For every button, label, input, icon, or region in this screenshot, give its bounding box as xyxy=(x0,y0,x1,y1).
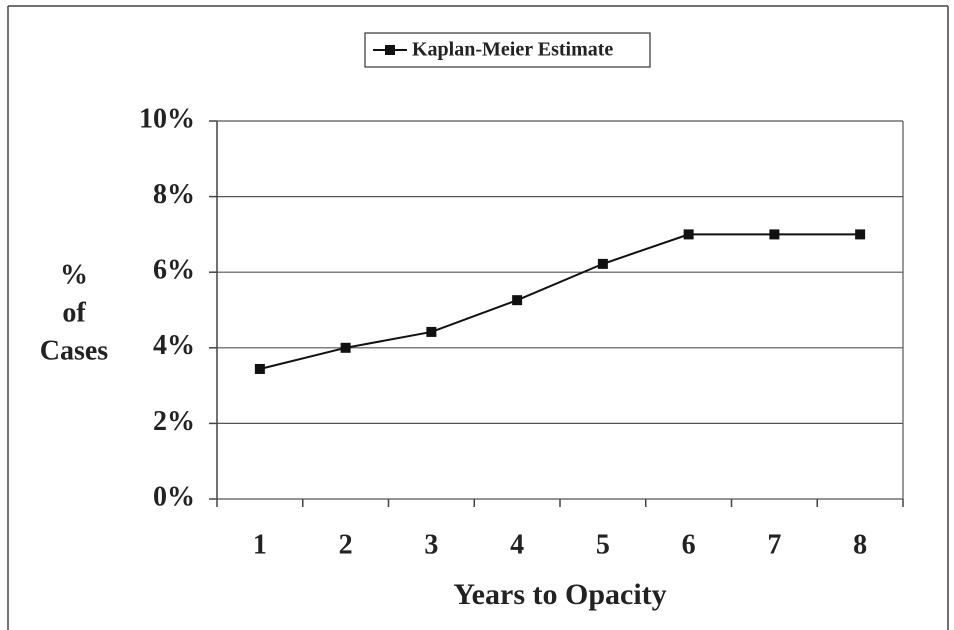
legend-label: Kaplan-Meier Estimate xyxy=(412,39,613,61)
marker xyxy=(254,363,265,374)
y-tick-label: 0% xyxy=(153,481,195,512)
y-tick-label: 6% xyxy=(153,255,195,286)
legend-box xyxy=(364,32,651,68)
y-axis-title: Cases xyxy=(40,335,109,366)
legend-marker xyxy=(385,45,395,55)
marker xyxy=(426,326,437,337)
marker xyxy=(340,342,351,353)
marker xyxy=(769,229,780,240)
x-axis-title: Years to Opacity xyxy=(453,578,666,611)
x-tick-label: 1 xyxy=(253,529,267,560)
x-tick-label: 8 xyxy=(853,529,867,560)
x-tick-label: 4 xyxy=(510,529,524,560)
y-tick-label: 4% xyxy=(153,330,195,361)
y-tick-label: 8% xyxy=(153,179,195,210)
x-tick-label: 3 xyxy=(424,529,438,560)
x-tick-label: 5 xyxy=(596,529,610,560)
y-axis-title: % xyxy=(60,259,88,290)
marker xyxy=(855,229,866,240)
marker xyxy=(597,258,608,269)
x-tick-label: 2 xyxy=(339,529,353,560)
x-tick-label: 7 xyxy=(767,529,781,560)
marker xyxy=(512,295,523,306)
marker xyxy=(683,229,694,240)
y-axis-title: of xyxy=(62,297,86,328)
y-tick-label: 10% xyxy=(139,103,195,134)
x-tick-label: 6 xyxy=(682,529,696,560)
line xyxy=(259,233,861,370)
y-tick-label: 2% xyxy=(153,406,195,437)
